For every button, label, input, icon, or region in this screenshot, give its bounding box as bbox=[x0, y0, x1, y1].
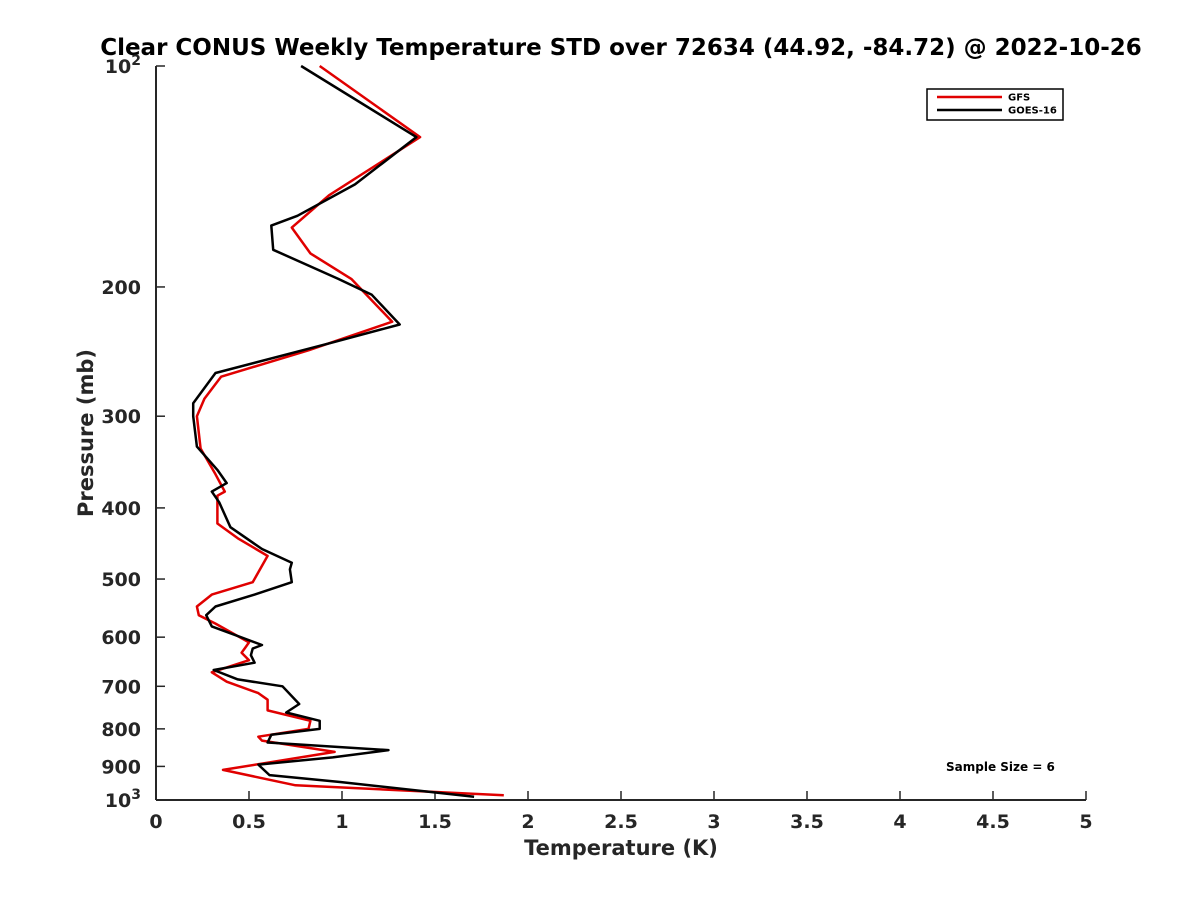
x-tick-label: 1 bbox=[335, 811, 348, 833]
series-line-goes16 bbox=[191, 64, 475, 799]
x-axis-ticks: 0 0.5 1 1.5 2 2.5 3 3.5 4 4.5 5 bbox=[149, 791, 1093, 833]
y-tick-label: 300 bbox=[101, 406, 141, 428]
legend-box bbox=[926, 88, 1064, 121]
y-axis-label: Pressure (mb) bbox=[74, 349, 98, 517]
x-tick-label: 1.5 bbox=[418, 811, 452, 833]
x-tick-label: 0.5 bbox=[232, 811, 266, 833]
series-line-gfs bbox=[195, 64, 504, 797]
x-axis-label: Temperature (K) bbox=[524, 836, 718, 860]
y-tick-label: 800 bbox=[101, 719, 141, 741]
y-tick-label: 900 bbox=[101, 756, 141, 778]
y-tick-label: 400 bbox=[101, 498, 141, 520]
legend-label-gfs: GFS bbox=[1008, 93, 1030, 104]
y-tick-label: 700 bbox=[101, 676, 141, 698]
x-tick-label: 4.5 bbox=[976, 811, 1010, 833]
y-tick-label: 600 bbox=[101, 627, 141, 649]
legend-label-goes16: GOES-16 bbox=[1008, 106, 1057, 117]
chart-title: Clear CONUS Weekly Temperature STD over … bbox=[100, 35, 1142, 61]
x-tick-label: 3 bbox=[707, 811, 720, 833]
x-tick-label: 0 bbox=[149, 811, 162, 833]
x-tick-label: 3.5 bbox=[790, 811, 824, 833]
series-lines bbox=[191, 64, 504, 799]
x-tick-label: 4 bbox=[893, 811, 906, 833]
y-tick-label: 103 bbox=[105, 787, 141, 812]
y-axis-ticks: 102 200 300 400 500 600 700 800 900 103 bbox=[101, 53, 165, 812]
y-tick-label: 200 bbox=[101, 277, 141, 299]
x-tick-label: 2.5 bbox=[604, 811, 638, 833]
sample-size-annotation: Sample Size = 6 bbox=[946, 760, 1055, 774]
legend: GFS GOES-16 bbox=[926, 88, 1064, 121]
x-tick-label: 2 bbox=[521, 811, 534, 833]
y-tick-label: 102 bbox=[105, 53, 141, 78]
y-tick-label: 500 bbox=[101, 569, 141, 591]
x-tick-label: 5 bbox=[1079, 811, 1092, 833]
